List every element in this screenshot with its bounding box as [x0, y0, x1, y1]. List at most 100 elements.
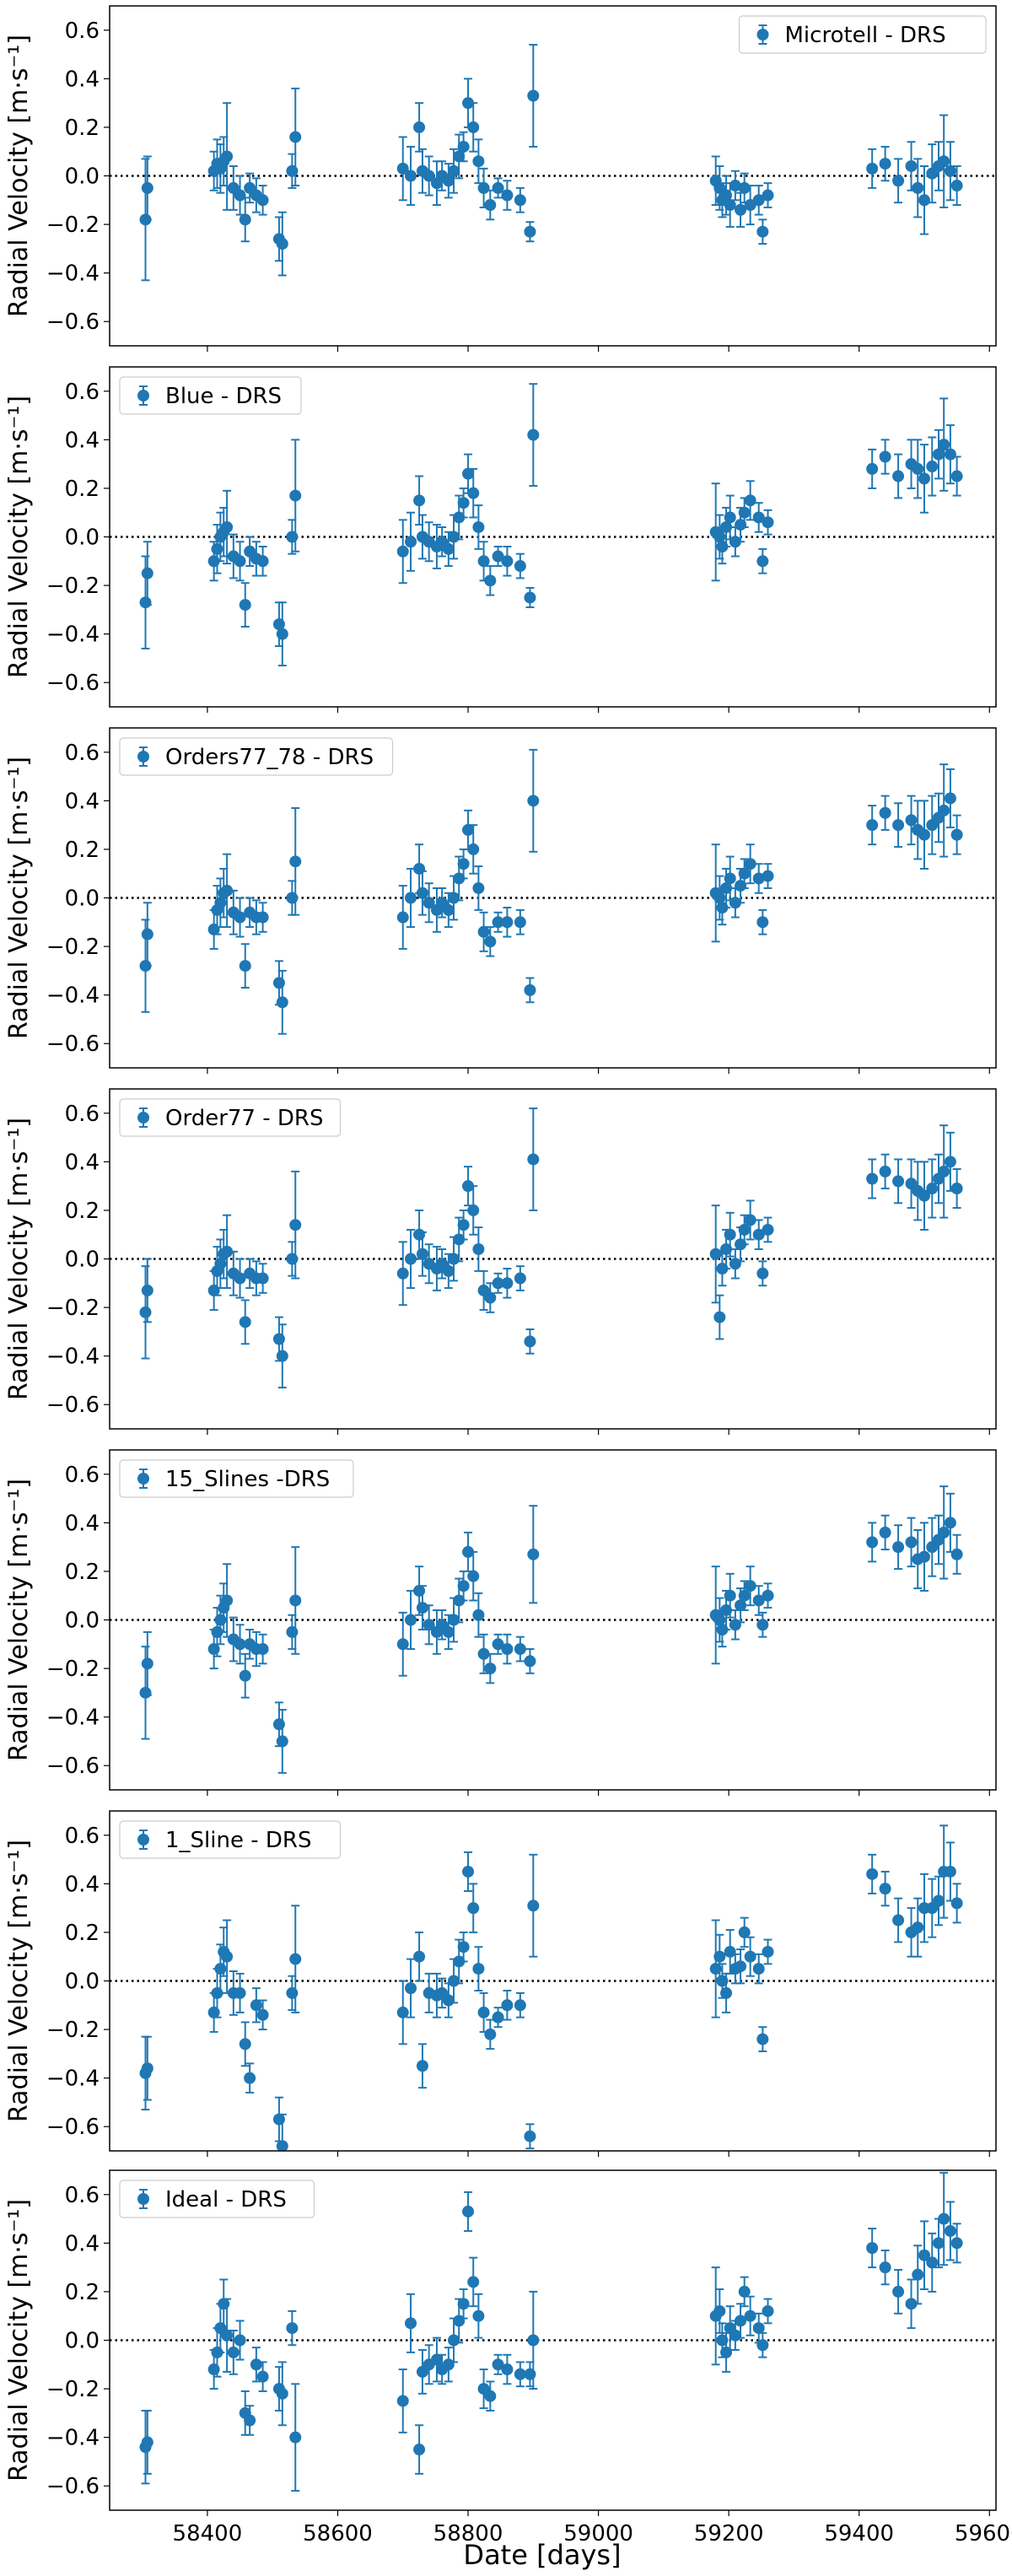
data-point	[735, 2315, 747, 2327]
y-tick-label: −0.4	[46, 2426, 100, 2451]
data-point	[484, 935, 497, 948]
y-tick-label: −0.4	[46, 1345, 100, 1370]
data-point	[141, 2062, 153, 2075]
x-tick-label: 59600	[955, 2521, 1012, 2546]
data-point	[738, 506, 751, 519]
data-point	[448, 531, 460, 543]
data-point	[950, 1548, 963, 1560]
data-point	[724, 199, 736, 212]
y-tick-label: −0.2	[46, 1657, 100, 1682]
data-point	[462, 1180, 475, 1193]
data-point	[221, 1950, 234, 1963]
data-point	[938, 2212, 950, 2225]
y-axis-label: Radial Velocity [m·s⁻¹]	[4, 396, 34, 678]
data-point	[938, 155, 950, 168]
data-series	[139, 44, 963, 282]
x-tick-label: 59200	[694, 2521, 764, 2546]
data-point	[413, 121, 426, 133]
data-point	[416, 2060, 428, 2072]
data-point	[448, 164, 460, 177]
y-tick-label: 0.6	[65, 1824, 100, 1849]
data-point	[762, 189, 774, 202]
data-point	[501, 189, 514, 202]
data-point	[752, 1963, 765, 1975]
y-tick-label: 0.6	[65, 741, 100, 766]
y-axis-label: Radial Velocity [m·s⁻¹]	[4, 1118, 34, 1400]
data-point	[905, 2298, 918, 2310]
data-point	[879, 2261, 891, 2274]
data-point	[879, 1165, 891, 1178]
data-point	[448, 1614, 460, 1626]
data-point	[472, 881, 485, 894]
data-point	[514, 1999, 526, 2012]
y-tick-label: 0.0	[65, 1248, 100, 1273]
data-point	[211, 542, 223, 555]
y-tick-label: 0.4	[65, 67, 100, 92]
legend-label: Microtell - DRS	[785, 23, 946, 48]
data-point	[413, 862, 426, 875]
data-point	[950, 470, 963, 482]
y-axis-label: Radial Velocity [m·s⁻¹]	[4, 2199, 34, 2482]
data-point	[950, 180, 963, 192]
data-point	[484, 199, 497, 212]
data-point	[221, 2329, 234, 2342]
legend: 1_Sline - DRS	[119, 1820, 342, 1859]
data-point	[416, 1248, 428, 1260]
data-point	[467, 1902, 480, 1915]
data-point	[442, 1264, 455, 1277]
legend-label: Ideal - DRS	[165, 2187, 287, 2212]
data-point	[405, 1253, 417, 1265]
data-point	[879, 158, 891, 170]
data-point	[221, 884, 234, 897]
data-point	[457, 1219, 470, 1231]
data-point	[720, 520, 733, 533]
y-tick-label: −0.6	[46, 2115, 100, 2140]
y-tick-label: −0.4	[46, 2067, 100, 2092]
data-point	[866, 1867, 879, 1880]
data-point	[448, 1975, 460, 1987]
data-point	[453, 1594, 466, 1607]
data-point	[729, 2329, 741, 2342]
data-point	[762, 1945, 774, 1958]
data-point	[944, 448, 956, 461]
data-point	[926, 2256, 939, 2269]
data-point	[484, 2028, 497, 2040]
data-point	[752, 194, 765, 207]
data-point	[879, 450, 891, 463]
data-point	[879, 1526, 891, 1539]
y-axis-label: Radial Velocity [m·s⁻¹]	[4, 757, 34, 1039]
data-point	[139, 596, 152, 609]
data-point	[462, 1865, 475, 1878]
data-point	[484, 574, 497, 587]
data-point	[514, 1272, 526, 1285]
data-point	[879, 1883, 891, 1895]
data-point	[918, 194, 930, 207]
data-point	[448, 892, 460, 904]
data-point	[442, 2358, 455, 2371]
data-point	[442, 542, 455, 555]
data-point	[413, 2444, 426, 2456]
data-point	[744, 1214, 756, 1226]
data-point	[462, 97, 475, 110]
data-point	[484, 2390, 497, 2402]
data-point	[239, 599, 251, 612]
data-point	[762, 1589, 774, 1602]
y-tick-label: −0.6	[46, 671, 100, 696]
y-tick-label: 0.0	[65, 164, 100, 190]
y-tick-label: −0.4	[46, 261, 100, 287]
data-point	[430, 2353, 443, 2366]
data-point	[405, 1982, 417, 1995]
y-tick-label: −0.6	[46, 1032, 100, 1057]
data-point	[720, 189, 733, 202]
data-point	[756, 2033, 769, 2045]
data-point	[276, 2140, 288, 2151]
data-point	[892, 1914, 905, 1927]
data-point	[735, 203, 747, 216]
y-axis-label: Radial Velocity [m·s⁻¹]	[4, 1479, 34, 1761]
data-point	[866, 462, 879, 475]
data-point	[234, 911, 246, 924]
data-point	[738, 1223, 751, 1236]
data-point	[720, 1603, 733, 1616]
data-point	[720, 1242, 733, 1255]
data-point	[250, 1999, 262, 2012]
